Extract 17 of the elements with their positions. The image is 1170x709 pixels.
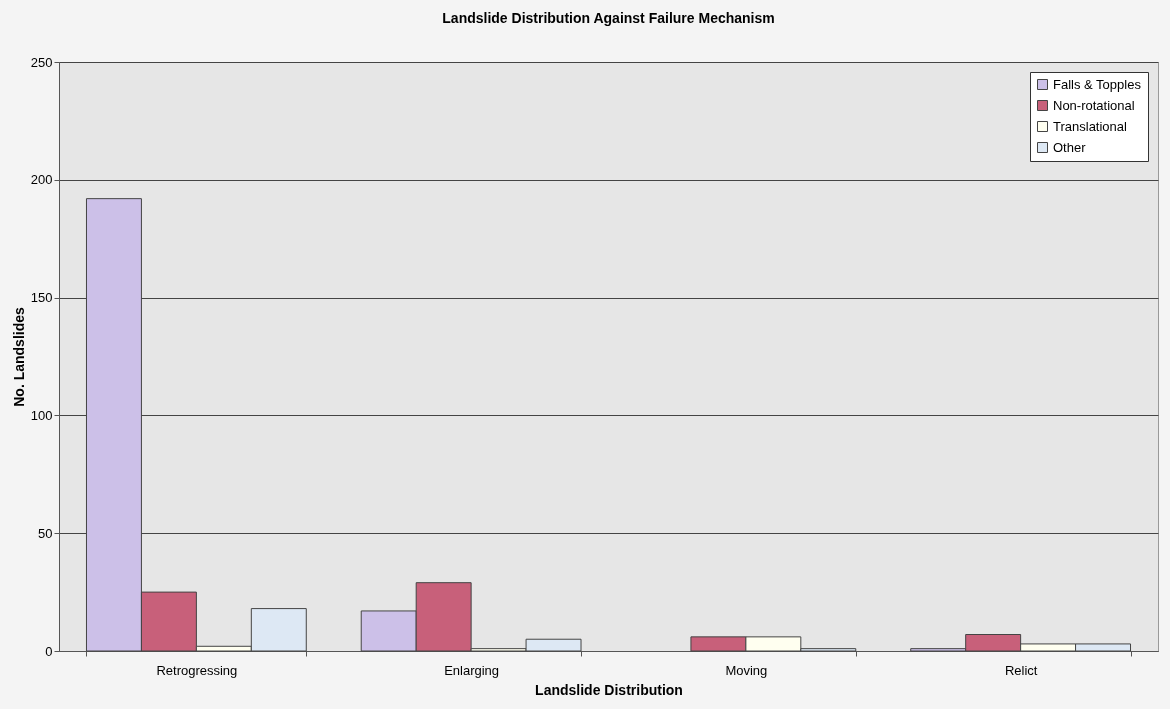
x-tick-label: Enlarging [444, 662, 500, 678]
x-tick-label: Retrogressing [156, 662, 238, 678]
legend-label: Non-rotational [1053, 97, 1135, 113]
y-tick-label: 150 [30, 290, 53, 306]
legend-label: Translational [1053, 118, 1128, 134]
y-tick-label: 100 [30, 407, 53, 423]
legend-label: Falls & Topples [1053, 76, 1142, 92]
chart-title: Landslide Distribution Against Failure Mechanism [442, 10, 775, 26]
y-tick-label: 250 [30, 54, 53, 70]
y-tick-label: 0 [45, 643, 53, 659]
y-axis-title: No. Landslides [10, 307, 27, 407]
x-tick-label: Relict [1004, 662, 1038, 678]
legend-label: Other [1053, 139, 1087, 155]
y-tick-label: 200 [30, 172, 53, 188]
x-tick-label: Moving [725, 662, 768, 678]
y-tick-label: 50 [38, 525, 53, 541]
x-axis-title: Landslide Distribution [535, 681, 683, 698]
